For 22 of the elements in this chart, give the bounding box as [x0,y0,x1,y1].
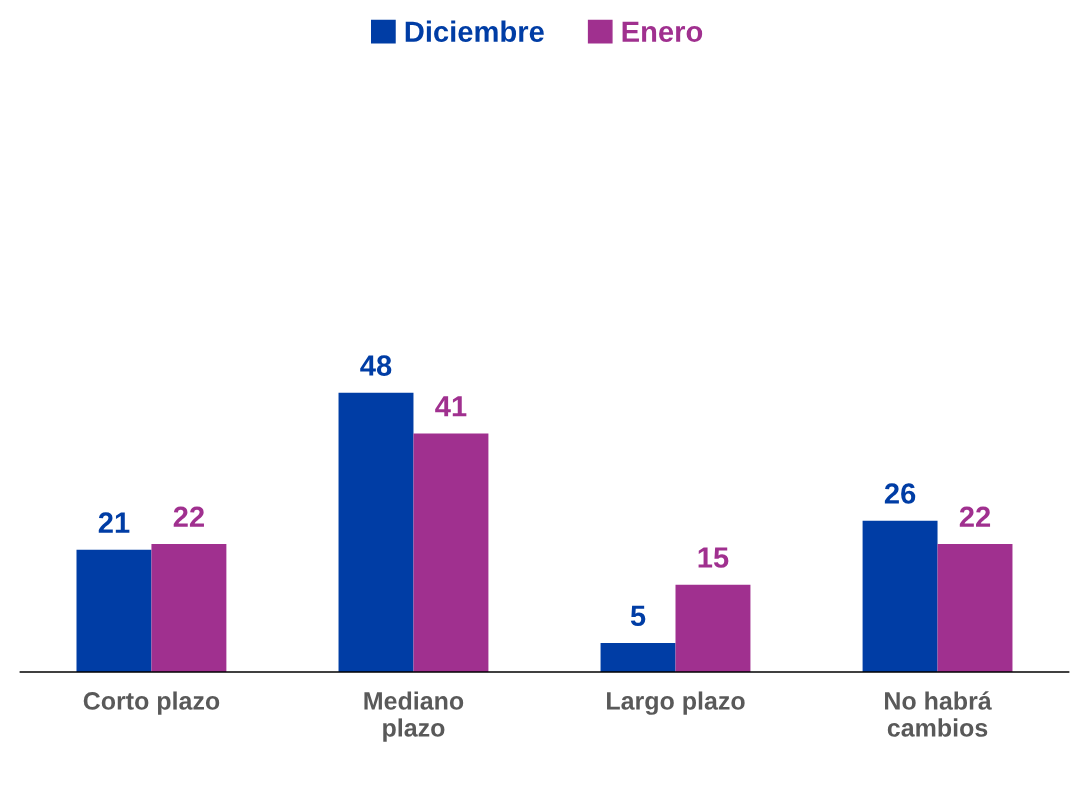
bar [413,433,489,672]
data-label: 41 [435,396,467,417]
x-tick-label: Corto plazo [83,691,220,715]
data-label: 26 [884,483,916,504]
data-label: 22 [173,506,204,527]
data-label: 22 [959,506,991,527]
data-label: 21 [98,512,130,533]
legend-label: Enero [622,21,703,42]
bar [600,642,676,672]
bar [675,584,751,672]
bar [338,392,414,672]
bar [862,520,938,672]
x-tick-label: Largo plazo [607,691,745,715]
bar [76,549,152,672]
x-tick-label: No habrá cambios [885,691,992,737]
bar [151,544,227,672]
data-label: 5 [630,605,646,627]
bar [937,544,1013,672]
legend-label: Diciembre [405,20,544,42]
data-label: 48 [360,355,392,376]
x-tick-label: Mediano plazo [364,691,464,742]
data-label: 15 [698,547,729,568]
